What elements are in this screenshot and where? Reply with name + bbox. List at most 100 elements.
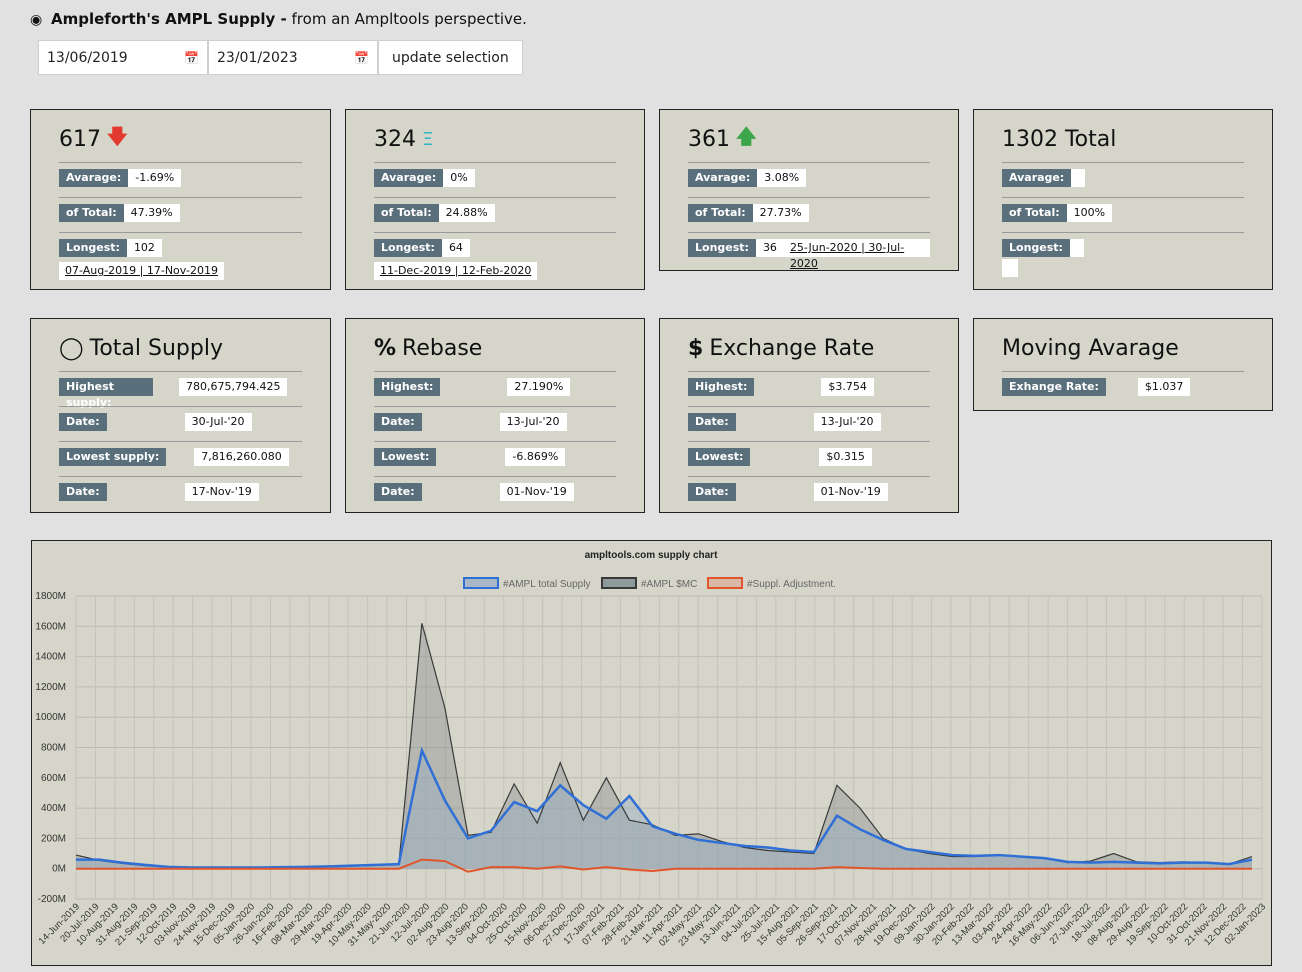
y-tick-label: 400M	[41, 803, 66, 814]
exchange-rate-value: $1.037	[1137, 378, 1191, 396]
average-row: Avarage: 0%	[374, 162, 616, 187]
longest-range-link[interactable]: 25-Jun-2020 | 30-Jul-2020	[783, 239, 930, 270]
longest-row: Longest: 102	[59, 232, 302, 257]
lowest-label: Lowest:	[688, 448, 751, 466]
date-value: 13-Jul-'20	[499, 413, 567, 431]
neutral-days-card: 324 Ξ Avarage: 0% of Total: 24.88% Longe…	[345, 109, 645, 290]
supply-title: Total Supply	[89, 335, 223, 361]
total-supply-card: ◯ Total Supply Highest supply: 780,675,7…	[30, 318, 331, 513]
y-tick-label: 1600M	[35, 621, 66, 632]
of-total-row: of Total: 24.88%	[374, 197, 616, 222]
longest-row: Longest: 64	[374, 232, 616, 257]
lowest-label: Lowest supply:	[59, 448, 167, 466]
lowest-row: Lowest supply: 7,816,260.080	[59, 441, 302, 466]
of-total-row: of Total: 47.39%	[59, 197, 302, 222]
date-label: Date:	[374, 413, 422, 431]
average-value	[1071, 169, 1086, 187]
highest-value: 27.190%	[507, 378, 571, 396]
card-title: 617 🡇	[59, 124, 302, 152]
average-value: 3.08%	[757, 169, 807, 187]
circle-icon: ◯	[59, 335, 84, 361]
average-row: Avarage: -1.69%	[59, 162, 302, 187]
neutral-count: 324	[374, 126, 416, 152]
start-date-input[interactable]: 13/06/2019 📅	[38, 40, 208, 75]
up-days-card: 361 🡅 Avarage: 3.08% of Total: 27.73% Lo…	[659, 109, 959, 271]
supply-area	[76, 750, 1252, 869]
update-selection-button[interactable]: update selection	[378, 40, 523, 75]
longest-label: Longest:	[59, 239, 127, 257]
longest-range-link[interactable]: 11-Dec-2019 | 12-Feb-2020	[374, 262, 538, 280]
lowest-label: Lowest:	[374, 448, 437, 466]
card-title: ◯ Total Supply	[59, 335, 302, 361]
longest-label: Longest:	[688, 239, 756, 257]
date-row: Date: 13-Jul-'20	[688, 406, 930, 431]
card-title: 361 🡅	[688, 124, 930, 152]
date-value: 13-Jul-'20	[813, 413, 881, 431]
legend-swatch	[601, 577, 637, 589]
y-tick-label: 1000M	[35, 712, 66, 723]
longest-value: 64	[441, 239, 470, 257]
longest-value: 102	[126, 239, 162, 257]
moving-average-card: Moving Avarage Exhange Rate: $1.037	[973, 318, 1273, 411]
of-total-row: of Total: 100%	[1002, 197, 1244, 222]
of-total-value: 100%	[1066, 204, 1113, 222]
highest-value: 780,675,794.425	[179, 378, 288, 396]
date-row: Date: 30-Jul-'20	[59, 406, 302, 431]
highest-label: Highest supply:	[59, 378, 153, 409]
up-count: 361	[688, 126, 730, 152]
of-total-value: 47.39%	[123, 204, 180, 222]
highest-label: Highest:	[688, 378, 755, 396]
moving-title: Moving Avarage	[1002, 335, 1179, 361]
legend-label: #Suppl. Adjustment.	[747, 579, 836, 590]
end-date-value: 23/01/2023	[217, 49, 298, 66]
of-total-label: of Total:	[59, 204, 124, 222]
y-tick-label: 1400M	[35, 652, 66, 663]
of-total-value: 27.73%	[752, 204, 809, 222]
lowest-value: $0.315	[819, 448, 872, 466]
total-count: 1302 Total	[1002, 126, 1117, 152]
chart-title: ampltools.com supply chart	[585, 550, 718, 561]
supply-chart: ampltools.com supply chart #AMPL total Su…	[31, 540, 1272, 966]
date-value: 01-Nov-'19	[813, 483, 888, 501]
highest-row: Highest supply: 780,675,794.425	[59, 371, 302, 409]
longest-label: Longest:	[1002, 239, 1070, 257]
card-title: $ Exchange Rate	[688, 335, 930, 361]
exchange-rate-label: Exhange Rate:	[1002, 378, 1106, 396]
y-tick-label: 0M	[52, 864, 66, 875]
legend-label: #AMPL $MC	[641, 579, 697, 590]
average-row: Avarage:	[1002, 162, 1244, 187]
date-row: Date: 13-Jul-'20	[374, 406, 616, 431]
legend-swatch	[707, 577, 743, 589]
legend-swatch	[463, 577, 499, 589]
longest-value: 36	[755, 239, 784, 257]
longest-range-link[interactable]: 07-Aug-2019 | 17-Nov-2019	[59, 262, 224, 280]
lowest-value: -6.869%	[505, 448, 566, 466]
date-row: Date: 17-Nov-'19	[59, 476, 302, 501]
y-tick-label: 800M	[41, 743, 66, 754]
end-date-input[interactable]: 23/01/2023 📅	[208, 40, 378, 75]
date-value: 17-Nov-'19	[184, 483, 259, 501]
average-value: 0%	[443, 169, 475, 187]
down-count: 617	[59, 126, 101, 152]
arrow-down-icon: 🡇	[107, 124, 128, 148]
date-value: 30-Jul-'20	[184, 413, 252, 431]
y-tick-label: 600M	[41, 773, 66, 784]
average-label: Avarage:	[1002, 169, 1072, 187]
y-tick-label: 200M	[41, 833, 66, 844]
date-row: Date: 01-Nov-'19	[374, 476, 616, 501]
date-label: Date:	[688, 413, 736, 431]
calendar-icon[interactable]: 📅	[184, 50, 199, 65]
down-days-card: 617 🡇 Avarage: -1.69% of Total: 47.39% L…	[30, 109, 331, 290]
start-date-value: 13/06/2019	[47, 49, 128, 66]
of-total-label: of Total:	[374, 204, 439, 222]
calendar-icon[interactable]: 📅	[354, 50, 369, 65]
page-title: Ampleforth's AMPL Supply -	[51, 10, 287, 28]
date-row: Date: 01-Nov-'19	[688, 476, 930, 501]
y-tick-label: 1800M	[35, 591, 66, 602]
page-subtitle: from an Ampltools perspective.	[291, 10, 527, 28]
date-label: Date:	[688, 483, 736, 501]
exchange-rate-row: Exhange Rate: $1.037	[1002, 371, 1244, 396]
average-label: Avarage:	[59, 169, 129, 187]
of-total-label: of Total:	[688, 204, 753, 222]
longest-row: Longest: 36 25-Jun-2020 | 30-Jul-2020	[688, 232, 930, 270]
